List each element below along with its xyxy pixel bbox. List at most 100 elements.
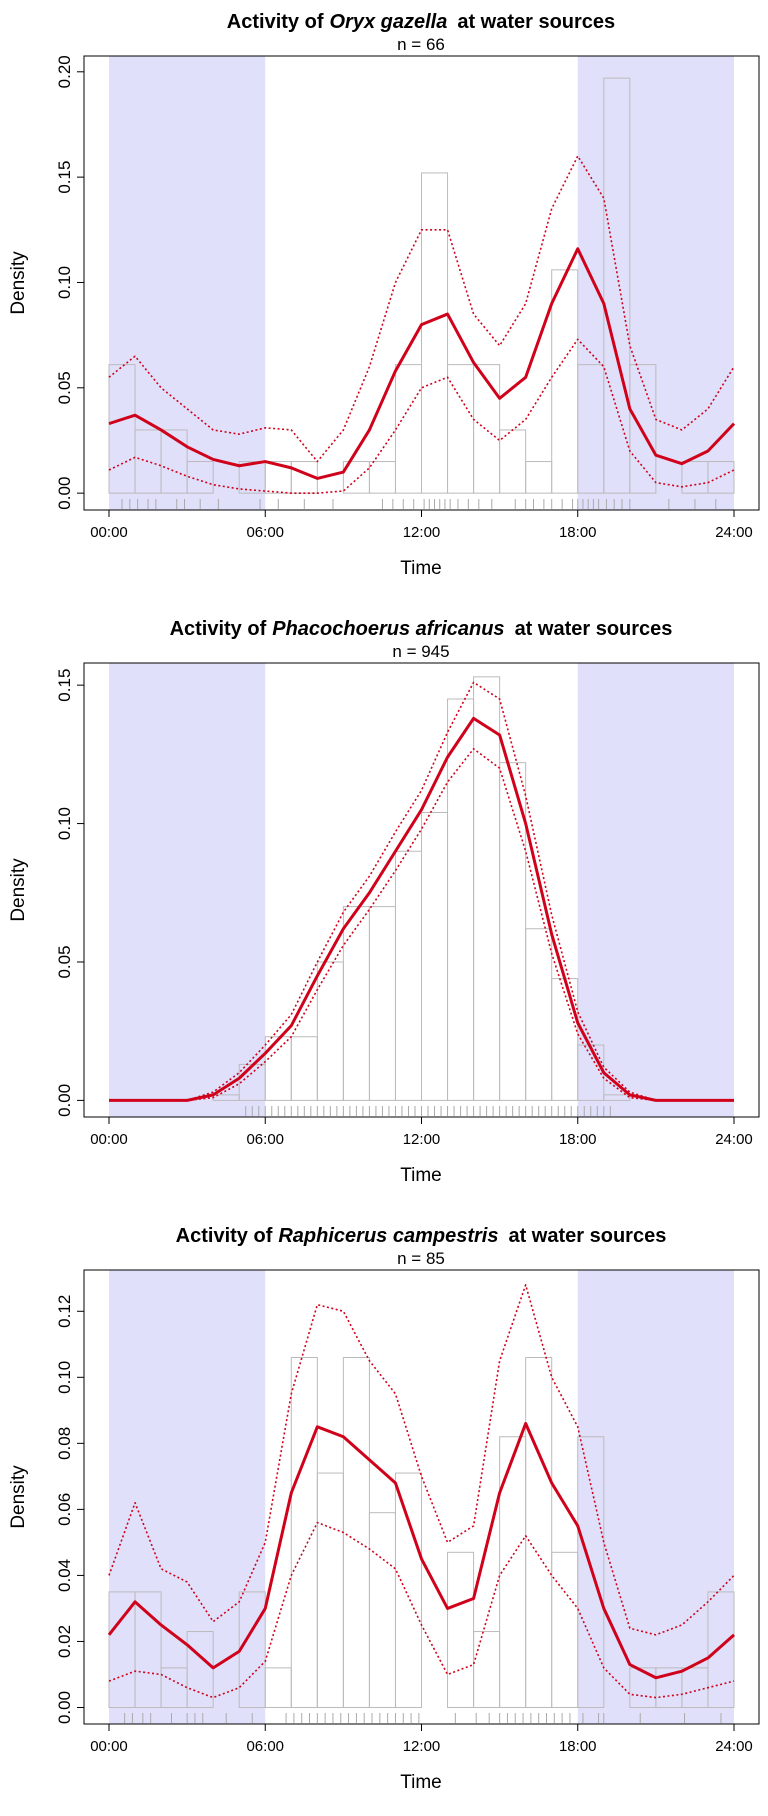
x-tick-label: 24:00	[715, 524, 753, 541]
subtitle: n = 85	[397, 1249, 445, 1268]
histogram-bar	[525, 928, 553, 1101]
histogram-bar	[264, 1036, 292, 1101]
density-line	[107, 1422, 735, 1680]
lower-band	[108, 1521, 735, 1699]
histogram-bar	[707, 1591, 735, 1708]
night-shade	[109, 663, 266, 1117]
histogram-bar	[316, 1472, 344, 1708]
histogram-bar	[447, 1551, 475, 1708]
x-tick-label: 12:00	[403, 1131, 441, 1148]
histogram-bar	[368, 1512, 396, 1708]
histogram-bar	[551, 978, 579, 1101]
density-line	[109, 716, 734, 1102]
y-tick-label: 0.15	[55, 161, 74, 194]
histogram-bar	[186, 1631, 214, 1708]
title-suffix: at water sources	[508, 1225, 666, 1247]
histogram-bar	[473, 364, 501, 494]
x-axis-label: Time	[400, 1772, 442, 1793]
histogram-bar	[368, 906, 396, 1101]
y-tick-label: 0.00	[55, 477, 74, 510]
histogram-bar	[264, 1667, 292, 1708]
chart-title: Activity of Phacochoerus africanus at wate…	[170, 618, 673, 640]
histogram-bar	[525, 461, 553, 494]
histogram-bar	[577, 1436, 605, 1708]
histogram-bar	[421, 811, 449, 1101]
chart-title: Activity of Raphicerus campestris at water…	[176, 1225, 667, 1247]
y-tick-label: 0.12	[55, 1295, 74, 1328]
title-suffix: at water sources	[515, 618, 673, 640]
y-tick-label: 0.04	[55, 1559, 74, 1592]
y-axis-label: Density	[8, 1465, 29, 1529]
histogram-bar	[473, 1631, 501, 1708]
density-line	[108, 247, 736, 480]
y-tick-label: 0.02	[55, 1625, 74, 1658]
x-tick-label: 06:00	[246, 1131, 284, 1148]
x-tick-label: 00:00	[90, 524, 128, 541]
histogram-bar	[394, 364, 423, 494]
lower-band	[108, 338, 735, 494]
histogram-bar	[603, 1094, 631, 1101]
histogram-bar	[499, 429, 527, 494]
histogram-bar	[108, 364, 136, 494]
histogram-bar	[525, 1356, 553, 1708]
histogram-bar	[421, 172, 449, 494]
y-tick-label: 0.15	[55, 669, 74, 702]
histogram-bar	[134, 1591, 162, 1708]
histogram-bar	[342, 906, 370, 1101]
histogram-bar	[447, 698, 475, 1101]
y-tick-label: 0.00	[55, 1691, 74, 1724]
y-axis-label: Density	[8, 858, 29, 922]
y-axis-label: Density	[8, 251, 29, 315]
x-tick-label: 12:00	[403, 524, 441, 541]
x-axis-label: Time	[400, 1165, 442, 1186]
subtitle: n = 945	[392, 642, 449, 661]
night-shade	[577, 663, 734, 1117]
y-tick-label: 0.10	[55, 1361, 74, 1394]
histogram-bar	[629, 364, 657, 494]
histogram-bar	[368, 461, 396, 494]
title-text: Activity of	[176, 1225, 273, 1247]
x-tick-label: 18:00	[559, 1131, 597, 1148]
y-tick-label: 0.05	[55, 945, 74, 978]
histogram-bar	[473, 676, 501, 1101]
y-tick-label: 0.06	[55, 1493, 74, 1526]
histogram-bar	[707, 461, 735, 494]
upper-band	[108, 155, 735, 463]
histogram-bar	[551, 1551, 579, 1708]
x-tick-label: 18:00	[559, 524, 597, 541]
x-tick-label: 00:00	[90, 1738, 128, 1755]
histogram-bar	[603, 77, 631, 494]
y-tick-label: 0.08	[55, 1427, 74, 1460]
x-axis-label: Time	[400, 558, 442, 579]
title-text: Activity of	[170, 618, 267, 640]
y-tick-label: 0.00	[55, 1084, 74, 1117]
species: Phacochoerus africanus	[272, 618, 504, 640]
histogram-bar	[394, 850, 423, 1101]
histogram-bar	[342, 1356, 370, 1708]
upper-band	[108, 1284, 735, 1636]
title-suffix: at water sources	[457, 11, 615, 33]
x-tick-label: 24:00	[715, 1738, 753, 1755]
species: Raphicerus campestris	[278, 1225, 498, 1247]
upper-band	[109, 681, 734, 1102]
title-text: Activity of	[227, 11, 324, 33]
x-tick-label: 06:00	[246, 1738, 284, 1755]
y-tick-label: 0.20	[55, 55, 74, 88]
histogram-bar	[551, 269, 579, 494]
histogram-bar	[499, 1436, 527, 1708]
x-tick-label: 06:00	[246, 524, 284, 541]
histogram-bar	[447, 364, 475, 494]
x-tick-label: 12:00	[403, 1738, 441, 1755]
y-tick-label: 0.10	[55, 266, 74, 299]
chart-title: Activity of Oryx gazella at water sources	[227, 11, 615, 33]
histogram-bar	[394, 1472, 423, 1708]
histogram-bar	[290, 1356, 318, 1708]
lower-band	[109, 748, 734, 1102]
x-tick-label: 24:00	[715, 1131, 753, 1148]
x-tick-label: 18:00	[559, 1738, 597, 1755]
y-tick-label: 0.10	[55, 807, 74, 840]
histogram-bar	[290, 1036, 318, 1101]
species: Oryx gazella	[329, 11, 447, 33]
x-tick-label: 00:00	[90, 1131, 128, 1148]
